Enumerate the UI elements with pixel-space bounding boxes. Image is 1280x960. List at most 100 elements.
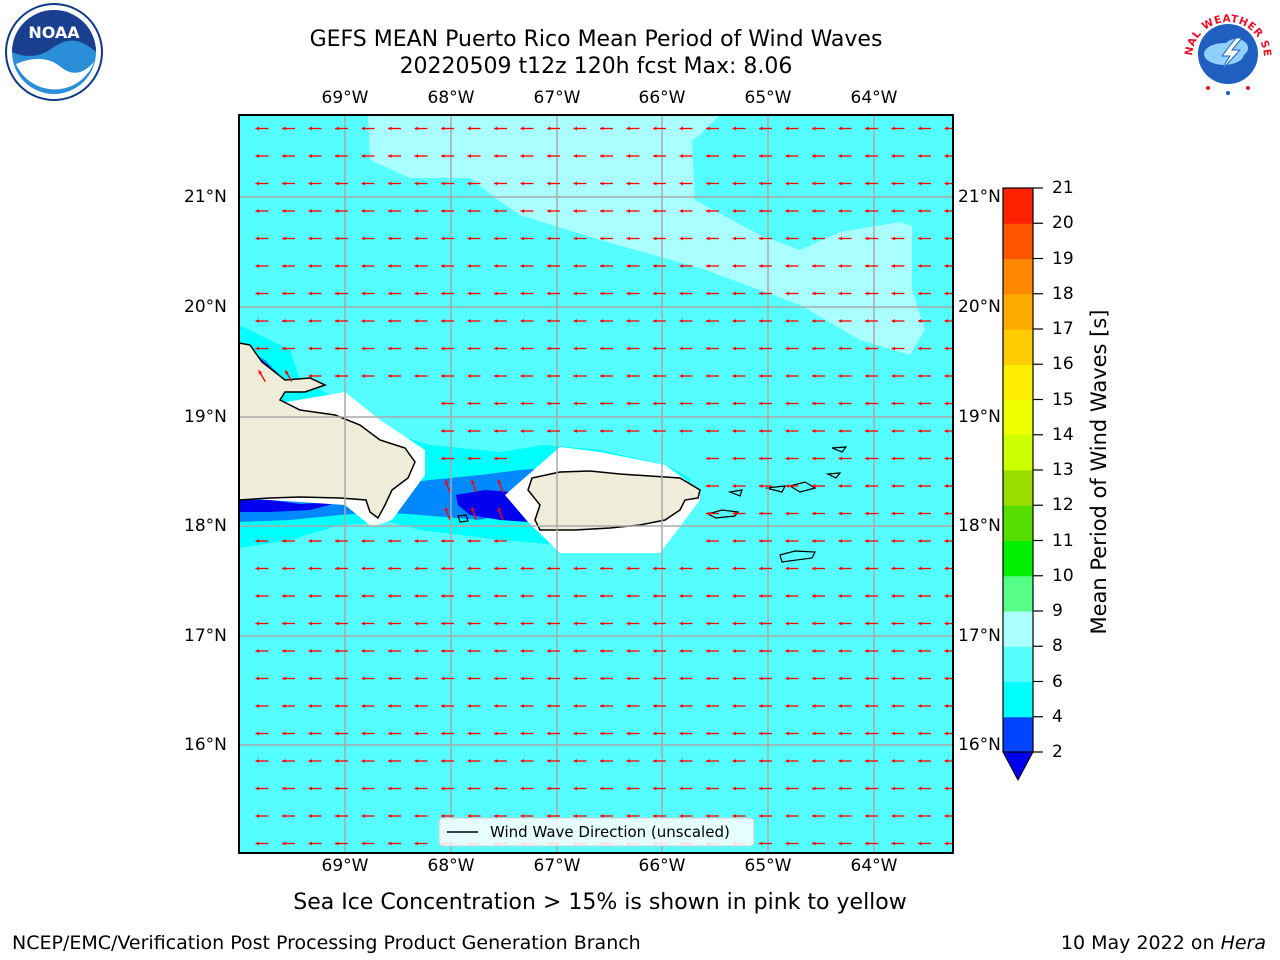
wave-direction-arrow bbox=[653, 374, 666, 378]
wave-direction-arrow bbox=[918, 346, 931, 351]
wave-direction-arrow bbox=[414, 539, 428, 543]
wave-direction-arrow bbox=[308, 539, 322, 543]
wave-direction-arrow bbox=[335, 676, 348, 681]
wave-direction-arrow bbox=[282, 814, 295, 818]
wave-direction-arrow bbox=[467, 236, 481, 241]
wave-direction-arrow bbox=[732, 704, 746, 708]
wave-direction-arrow bbox=[361, 374, 375, 378]
wave-direction-arrow bbox=[547, 594, 560, 598]
wave-direction-arrow bbox=[732, 264, 746, 268]
wave-direction-arrow bbox=[255, 264, 269, 268]
wave-direction-arrow bbox=[255, 786, 269, 791]
wave-direction-arrow bbox=[255, 539, 269, 543]
wave-direction-arrow bbox=[520, 676, 534, 681]
wave-direction-arrow bbox=[706, 236, 719, 241]
wave-direction-arrow bbox=[865, 264, 878, 268]
wave-direction-arrow bbox=[335, 291, 348, 296]
wave-direction-arrow bbox=[653, 209, 666, 213]
wave-direction-arrow bbox=[653, 731, 666, 736]
wave-direction-arrow bbox=[732, 319, 746, 323]
wave-direction-arrow bbox=[865, 676, 878, 681]
wave-direction-arrow bbox=[600, 649, 613, 653]
wave-direction-arrow bbox=[812, 841, 825, 846]
wave-direction-arrow bbox=[388, 649, 401, 653]
wave-direction-arrow bbox=[335, 841, 348, 846]
wave-direction-arrow bbox=[891, 346, 905, 351]
wave-direction-arrow bbox=[626, 594, 640, 598]
wave-direction-arrow bbox=[520, 731, 534, 736]
wave-direction-arrow bbox=[441, 236, 454, 241]
wave-direction-arrow bbox=[308, 374, 322, 378]
wave-direction-arrow bbox=[573, 264, 587, 268]
wave-direction-arrow bbox=[388, 594, 401, 598]
wave-direction-arrow bbox=[785, 154, 799, 158]
wave-direction-arrow bbox=[441, 401, 454, 406]
wave-direction-arrow bbox=[865, 401, 878, 406]
wave-direction-arrow bbox=[759, 291, 772, 296]
colorbar-segment bbox=[1003, 188, 1033, 224]
wave-direction-arrow bbox=[361, 759, 375, 763]
wave-direction-arrow bbox=[520, 621, 534, 626]
wave-direction-arrow bbox=[494, 814, 507, 818]
wave-direction-arrow bbox=[361, 126, 375, 131]
wave-direction-arrow bbox=[600, 429, 613, 433]
lon-tick-bottom: 64°W bbox=[850, 856, 898, 876]
wave-direction-arrow bbox=[573, 621, 587, 626]
wave-direction-arrow bbox=[414, 786, 428, 791]
wave-direction-arrow bbox=[414, 731, 428, 736]
wave-direction-arrow bbox=[838, 841, 852, 846]
wave-direction-arrow bbox=[520, 786, 534, 791]
wave-direction-arrow bbox=[785, 291, 799, 296]
colorbar-tick-label: 16 bbox=[1052, 354, 1074, 375]
wave-direction-arrow bbox=[732, 429, 746, 433]
wave-direction-arrow bbox=[679, 621, 693, 626]
colorbar-segment bbox=[1003, 434, 1033, 471]
wave-direction-arrow bbox=[918, 374, 931, 378]
wave-direction-arrow bbox=[891, 401, 905, 406]
wave-direction-arrow bbox=[467, 786, 481, 791]
wave-direction-arrow bbox=[838, 126, 852, 131]
colorbar-segment bbox=[1003, 364, 1033, 400]
wave-direction-arrow bbox=[335, 209, 348, 213]
wave-direction-arrow bbox=[732, 649, 746, 653]
wave-direction-arrow bbox=[891, 154, 905, 158]
wave-direction-arrow bbox=[785, 319, 799, 323]
wave-direction-arrow bbox=[759, 566, 772, 571]
wave-direction-arrow bbox=[388, 264, 401, 268]
wave-direction-arrow bbox=[732, 566, 746, 571]
wave-direction-arrow bbox=[388, 731, 401, 736]
wave-direction-arrow bbox=[838, 731, 852, 736]
colorbar-tick-label: 13 bbox=[1052, 460, 1074, 480]
wave-direction-arrow bbox=[944, 704, 953, 708]
wave-direction-arrow bbox=[626, 759, 640, 763]
map-title: GEFS MEAN Puerto Rico Mean Period of Win… bbox=[309, 27, 883, 52]
wave-direction-arrow bbox=[441, 539, 454, 543]
wave-direction-arrow bbox=[441, 456, 454, 461]
wave-direction-arrow bbox=[600, 814, 613, 818]
wave-direction-arrow bbox=[520, 429, 534, 433]
wave-direction-arrow bbox=[918, 484, 931, 488]
wave-direction-arrow bbox=[865, 484, 878, 488]
wave-direction-arrow bbox=[812, 181, 825, 186]
wave-direction-arrow bbox=[759, 841, 772, 846]
wave-direction-arrow bbox=[653, 126, 666, 131]
wave-direction-arrow bbox=[785, 429, 799, 433]
wave-direction-arrow bbox=[732, 759, 746, 763]
wave-direction-arrow bbox=[573, 346, 587, 351]
wave-direction-arrow bbox=[706, 374, 719, 378]
colorbar-tick-label: 20 bbox=[1052, 213, 1074, 234]
wave-direction-arrow bbox=[812, 594, 825, 598]
wave-direction-arrow bbox=[944, 676, 953, 681]
wave-direction-arrow bbox=[785, 649, 799, 653]
colorbar-segments bbox=[1003, 188, 1033, 753]
wave-direction-arrow bbox=[891, 511, 905, 516]
wave-direction-arrow bbox=[494, 346, 507, 351]
wave-direction-arrow bbox=[891, 126, 905, 131]
colorbar-segment bbox=[1003, 681, 1033, 718]
lat-tick-left: 18°N bbox=[184, 516, 227, 536]
wave-direction-arrow bbox=[547, 346, 560, 351]
wave-direction-arrow bbox=[732, 456, 746, 461]
wave-direction-arrow bbox=[414, 814, 428, 818]
lon-tick-top: 65°W bbox=[744, 88, 792, 108]
wave-direction-arrow bbox=[653, 566, 666, 571]
